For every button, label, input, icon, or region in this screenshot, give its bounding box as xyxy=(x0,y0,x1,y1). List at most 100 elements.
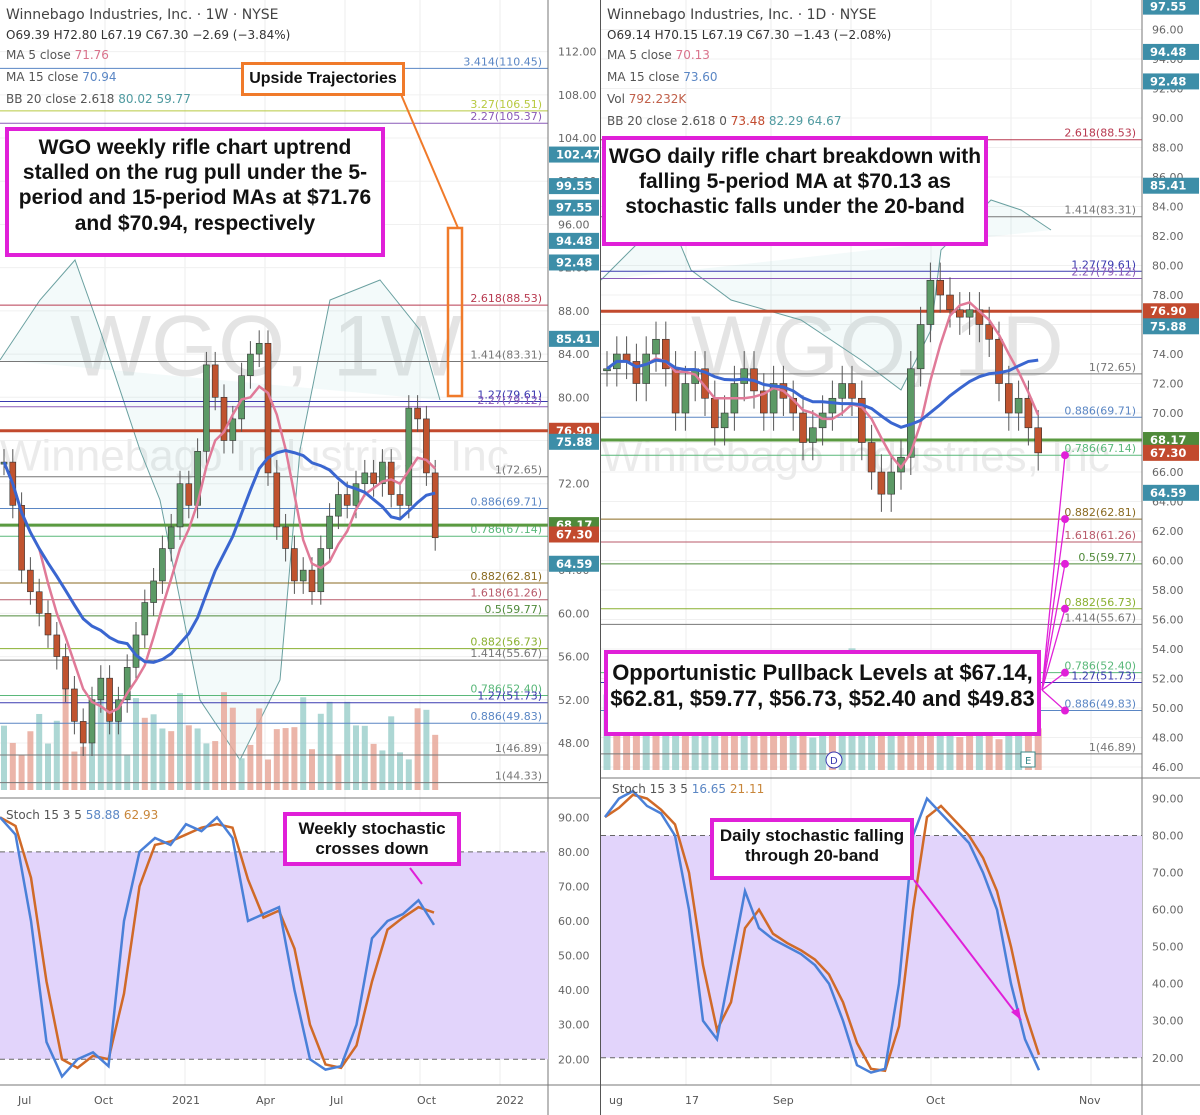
daily-stoch-legend: Stoch 15 3 5 16.65 21.11 xyxy=(612,782,764,796)
fib-label: 1(46.89) xyxy=(1089,741,1136,754)
price-tick: 46.00 xyxy=(1152,761,1184,774)
volume-bar xyxy=(36,713,43,790)
price-tick: 82.00 xyxy=(1152,230,1184,243)
candle-body xyxy=(326,515,333,549)
stoch-tick: 40.00 xyxy=(558,984,590,997)
time-label: Apr xyxy=(256,1094,276,1107)
fib-label: 1.27(51.73) xyxy=(477,690,542,703)
price-tick: 56.00 xyxy=(558,651,590,664)
candle-body xyxy=(352,483,360,506)
price-tick: 96.00 xyxy=(558,218,590,231)
price-tick: 108.00 xyxy=(558,89,597,102)
volume-bar xyxy=(317,713,324,790)
stoch-tick: 50.00 xyxy=(1152,941,1184,954)
candle-body xyxy=(857,397,866,443)
fib-label: 0.886(69.71) xyxy=(1064,404,1136,417)
price-tag xyxy=(1143,73,1199,90)
fib-label: 2.618(88.53) xyxy=(470,292,542,305)
volume-bar xyxy=(652,708,660,770)
weekly-chart-canvas[interactable]: WGO, 1WWinnebago Industries, Inc3.414(11… xyxy=(0,0,600,1115)
bb-lower: 59.77 xyxy=(156,92,191,106)
volume-bar xyxy=(115,705,122,790)
fib-label: 2.27(79.12) xyxy=(477,394,542,407)
volume-bar xyxy=(414,708,421,790)
volume-bar xyxy=(265,759,271,790)
volume-bar xyxy=(71,751,78,790)
fib-label: 0.5(59.77) xyxy=(1078,551,1136,564)
price-tag-label: 67.30 xyxy=(556,527,592,541)
volume-bar xyxy=(97,691,104,790)
bb-mid: 73.48 xyxy=(730,114,766,128)
price-tag-label: 92.48 xyxy=(1150,74,1186,88)
price-tag-label: 76.90 xyxy=(1150,304,1186,318)
bollinger-band xyxy=(0,259,441,761)
price-tag xyxy=(1143,432,1199,449)
ma15-value: 73.60 xyxy=(683,70,718,84)
volume-bar xyxy=(45,743,51,790)
stoch-d-value: 62.93 xyxy=(123,808,159,822)
volume-bar xyxy=(711,711,719,770)
volume-bar xyxy=(273,729,280,790)
fib-label: 1(72.65) xyxy=(1089,361,1136,374)
pullback-dot xyxy=(1061,451,1069,460)
stoch-tick: 30.00 xyxy=(1152,1015,1184,1028)
candle-body xyxy=(88,699,96,744)
pullback-connector xyxy=(1041,689,1066,712)
candle-body xyxy=(936,279,945,296)
candle-body xyxy=(946,294,954,311)
time-label: Jul xyxy=(17,1094,31,1107)
fib-label: 0.886(69.71) xyxy=(470,495,542,508)
ma5-label: MA 5 close xyxy=(607,48,672,62)
price-tick: 88.00 xyxy=(1152,142,1184,155)
candle-body xyxy=(809,427,817,443)
volume-bar xyxy=(868,732,876,770)
candle-body xyxy=(27,569,34,593)
candle-body xyxy=(642,353,651,384)
volume-bar xyxy=(133,698,139,790)
fib-label: 0.786(52.40) xyxy=(470,682,542,695)
time-label: Sep xyxy=(773,1094,794,1107)
daily-chart-panel[interactable]: WGO, 1D Winnebago Industries, Inc 2.618(88… xyxy=(601,0,1200,1115)
candle-body xyxy=(1024,397,1033,429)
time-label: ug xyxy=(609,1094,623,1107)
upside-arrow xyxy=(399,91,459,229)
fib-label: 1(72.65) xyxy=(495,464,542,477)
price-tick: 112.00 xyxy=(558,46,597,59)
volume-bar xyxy=(256,708,263,790)
pullback-dot xyxy=(1061,668,1069,677)
volume-bar xyxy=(1015,729,1023,770)
vol-value: 792.232K xyxy=(628,92,687,106)
daily-title: Winnebago Industries, Inc. · 1D · NYSE xyxy=(607,7,877,23)
price-tick: 78.00 xyxy=(1152,289,1184,302)
candle-body xyxy=(711,397,719,429)
price-tag-label: 85.41 xyxy=(556,332,592,346)
daily-legend: Winnebago Industries, Inc. · 1D · NYSE O… xyxy=(607,4,891,132)
volume-bar xyxy=(388,716,395,790)
volume-bar xyxy=(1034,728,1042,770)
weekly-chart-panel[interactable]: WGO, 1WWinnebago Industries, Inc3.414(11… xyxy=(0,0,601,1115)
volume-bar xyxy=(27,731,34,790)
price-tick: 52.00 xyxy=(558,694,590,707)
candle-body xyxy=(282,526,289,549)
candle-body xyxy=(71,688,78,722)
volume-bar xyxy=(80,746,87,790)
weekly-main-annotation: WGO weekly rifle chart uptrend stalled o… xyxy=(5,127,385,257)
price-axis: 46.00 48.00 50.00 52.00 54.00 56.00 58.00 60.00… xyxy=(1141,0,1199,1115)
fib-label: 0.786(67.14) xyxy=(1064,442,1136,455)
volume-bar xyxy=(405,759,412,790)
candle-body xyxy=(97,677,105,701)
volume-bar xyxy=(975,710,983,770)
volume-bar xyxy=(141,717,148,790)
candle-body xyxy=(1034,427,1043,454)
daily-ohlc: O69.14 H70.15 L67.19 C67.30 −1.43 (−2.08… xyxy=(607,28,892,42)
volume-bar xyxy=(9,742,16,790)
candle-body xyxy=(291,548,298,582)
fib-label: 2.618(88.53) xyxy=(1064,127,1136,140)
vol-label: Vol xyxy=(607,92,625,106)
price-tick: 60.00 xyxy=(1152,555,1184,568)
candle-body xyxy=(828,397,837,414)
volume-bar xyxy=(291,727,298,790)
volume-bar xyxy=(623,726,631,770)
volume-bar xyxy=(613,732,621,770)
candle-body xyxy=(370,472,377,485)
